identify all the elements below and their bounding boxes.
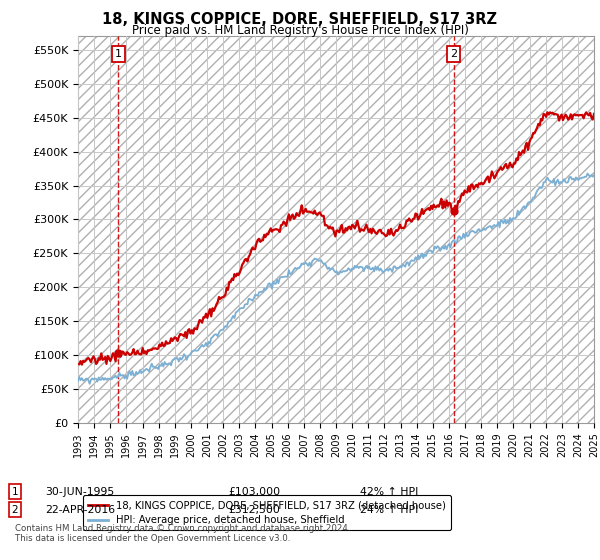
Text: Contains HM Land Registry data © Crown copyright and database right 2024.: Contains HM Land Registry data © Crown c… [15,524,350,533]
FancyBboxPatch shape [78,36,594,423]
Text: 1: 1 [11,487,19,497]
Text: This data is licensed under the Open Government Licence v3.0.: This data is licensed under the Open Gov… [15,534,290,543]
Text: 18, KINGS COPPICE, DORE, SHEFFIELD, S17 3RZ: 18, KINGS COPPICE, DORE, SHEFFIELD, S17 … [103,12,497,27]
Text: 22-APR-2016: 22-APR-2016 [45,505,115,515]
Text: £312,500: £312,500 [228,505,280,515]
Text: 24% ↑ HPI: 24% ↑ HPI [360,505,418,515]
Legend: 18, KINGS COPPICE, DORE, SHEFFIELD, S17 3RZ (detached house), HPI: Average price: 18, KINGS COPPICE, DORE, SHEFFIELD, S17 … [83,496,451,530]
Text: 2: 2 [450,49,457,59]
Text: £103,000: £103,000 [228,487,280,497]
Text: 30-JUN-1995: 30-JUN-1995 [45,487,114,497]
Text: 42% ↑ HPI: 42% ↑ HPI [360,487,418,497]
Text: 2: 2 [11,505,19,515]
Text: Price paid vs. HM Land Registry's House Price Index (HPI): Price paid vs. HM Land Registry's House … [131,24,469,36]
Text: 1: 1 [115,49,122,59]
